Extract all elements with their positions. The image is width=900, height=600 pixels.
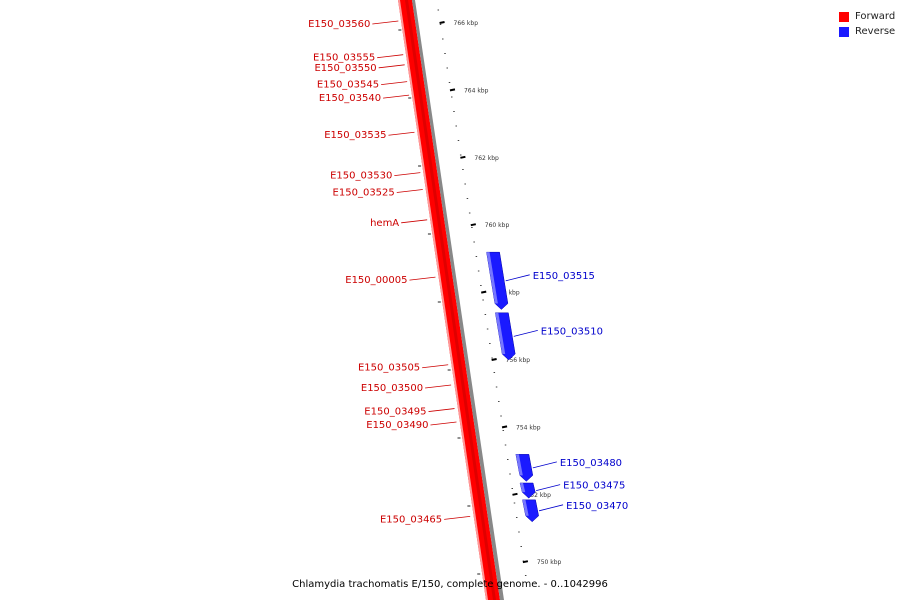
forward-gene-leader (372, 20, 399, 25)
legend-forward: Forward (839, 9, 895, 24)
reverse-gene-block (486, 251, 509, 310)
reverse-gene-block (495, 312, 516, 361)
forward-gene-label: E150_03530 (330, 171, 392, 182)
tick-label: 758 kbp (495, 290, 520, 297)
forward-gene-label: E150_03490 (366, 420, 428, 431)
legend-reverse: Reverse (839, 24, 895, 39)
forward-gene-label: E150_03465 (380, 514, 442, 525)
forward-strand (398, 0, 504, 600)
forward-gene-leader (422, 364, 449, 369)
tick-mark (481, 290, 487, 294)
forward-gene-leader (383, 94, 410, 99)
forward-gene-label: E150_03500 (361, 383, 423, 394)
forward-gene-leader (409, 276, 436, 281)
tick-mark (470, 223, 476, 227)
forward-gene-leader (444, 515, 471, 520)
genome-caption: Chlamydia trachomatis E/150, complete ge… (292, 579, 608, 590)
reverse-gene-label: E150_03470 (566, 501, 628, 512)
tick-label: 762 kbp (474, 155, 499, 162)
reverse-gene-label: E150_03475 (563, 481, 625, 492)
forward-gene-leader (430, 421, 457, 426)
forward-gene-label: E150_03560 (308, 19, 370, 30)
forward-gene-label: hemA (370, 218, 399, 229)
tick-mark (512, 492, 518, 496)
forward-gene-label: E150_00005 (345, 275, 407, 286)
reverse-gene-leader (536, 484, 561, 491)
forward-gene-label: E150_03545 (317, 80, 379, 91)
forward-gene-leader (428, 408, 455, 412)
tick-label: 750 kbp (537, 559, 562, 566)
forward-gene-leader (425, 384, 452, 389)
reverse-gene-label: E150_03515 (533, 271, 595, 282)
forward-swatch (839, 11, 849, 22)
forward-gene-label: E150_03540 (319, 93, 381, 104)
forward-gene-label: E150_03495 (364, 407, 426, 418)
tick-mark (449, 88, 456, 92)
forward-gene-leader (401, 219, 428, 224)
legend-forward-label: Forward (855, 11, 896, 22)
tick-mark (522, 560, 529, 564)
forward-gene-leader (381, 81, 408, 86)
forward-gene-label: E150_03525 (333, 188, 395, 199)
forward-gene-leader (377, 54, 404, 59)
legend: Forward Reverse (839, 9, 895, 39)
tick-label: 756 kbp (506, 357, 531, 364)
tick-label: 766 kbp (454, 20, 479, 27)
reverse-gene-leader (532, 461, 557, 469)
forward-gene-leader (378, 64, 405, 69)
scale-ticks: 766 kbp 764 kbp 762 kbp 760 kbp 758 kbp 756 k… (437, 9, 562, 576)
forward-gene-label: E150_03555 (313, 53, 375, 64)
forward-gene-label: E150_03505 (358, 363, 420, 374)
tick-mark (491, 358, 497, 361)
reverse-gene-label: E150_03480 (560, 458, 622, 469)
tick-label: 754 kbp (516, 424, 541, 431)
forward-gene-leader (396, 189, 423, 193)
tick-label: 764 kbp (464, 87, 489, 94)
reverse-gene-leader (513, 330, 538, 337)
tick-label: 752 kbp (526, 492, 551, 499)
reverse-gene-leader (505, 274, 530, 282)
tick-mark (501, 425, 508, 429)
forward-gene-label: E150_03550 (314, 63, 376, 74)
reverse-gene-leader (538, 504, 564, 512)
legend-reverse-label: Reverse (855, 26, 896, 37)
reverse-gene-label: E150_03510 (541, 326, 603, 337)
reverse-swatch (839, 26, 849, 37)
forward-gene-label: E150_03535 (324, 130, 386, 141)
tick-mark (439, 21, 445, 24)
forward-gene-leader (388, 131, 415, 136)
tick-label: 760 kbp (485, 222, 510, 229)
tick-mark (460, 155, 466, 159)
reverse-genes: E150_03515 E150_03510 E150_03480 E150_03475… (486, 251, 628, 523)
forward-gene-leader (394, 172, 421, 177)
